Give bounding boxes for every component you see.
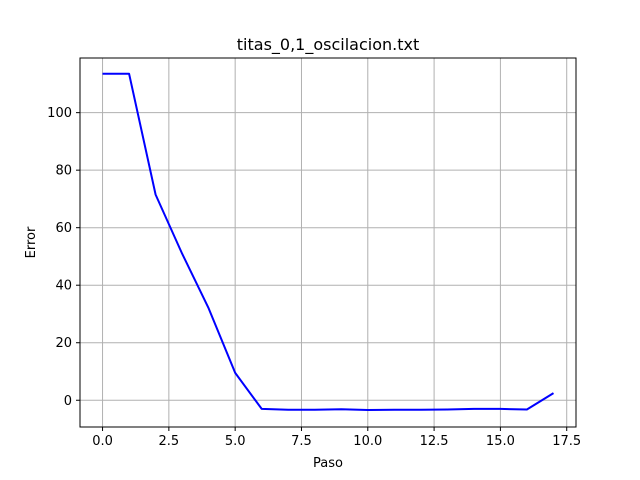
- x-tick-label: 2.5: [159, 434, 180, 449]
- x-tick-label: 17.5: [552, 434, 581, 449]
- x-axis-ticks: 0.0 2.5 5.0 7.5 10.0 12.5 15.0 17.5: [92, 427, 581, 449]
- grid: [80, 58, 576, 427]
- y-tick-label: 100: [47, 106, 72, 121]
- y-axis-label: Error: [24, 226, 39, 258]
- axes-frame: [79, 57, 577, 428]
- y-tick-label: 60: [55, 221, 72, 236]
- x-tick-label: 0.0: [92, 434, 113, 449]
- series-layer: [102, 72, 555, 411]
- x-tick-label: 12.5: [420, 434, 449, 449]
- y-tick-label: 20: [55, 336, 72, 351]
- y-tick-label: 80: [55, 164, 72, 179]
- y-tick-label: 40: [55, 279, 72, 294]
- series-line-0: [102, 72, 555, 411]
- x-axis-label: Paso: [313, 456, 343, 471]
- chart-title: titas_0,1_oscilacion.txt: [237, 35, 419, 55]
- y-tick-label: 0: [64, 394, 72, 409]
- x-tick-label: 7.5: [291, 434, 312, 449]
- y-axis-ticks: 0 20 40 60 80 100: [47, 106, 80, 409]
- x-tick-label: 10.0: [353, 434, 382, 449]
- x-tick-label: 15.0: [486, 434, 515, 449]
- x-tick-label: 5.0: [225, 434, 246, 449]
